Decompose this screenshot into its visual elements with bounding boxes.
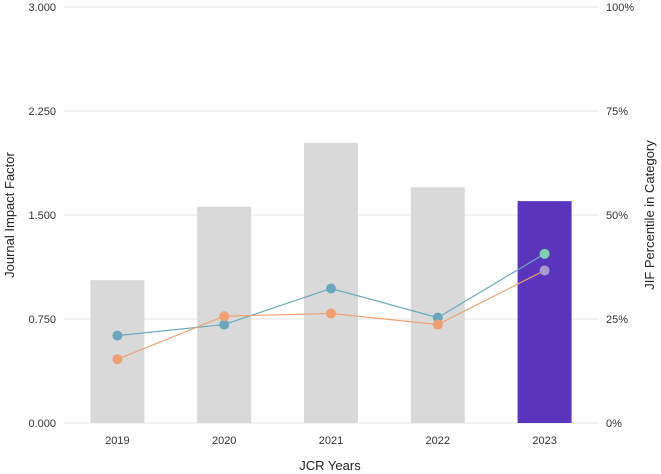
y2-tick-label: 75% [606, 106, 628, 118]
y-axis-title: Journal Impact Factor [2, 151, 17, 277]
series-2-point[interactable] [219, 311, 230, 322]
y2-tick-label: 0% [606, 418, 622, 430]
x-tick-label: 2019 [105, 435, 129, 447]
y2-tick-label: 100% [606, 2, 634, 14]
series-2-point[interactable] [539, 265, 550, 276]
x-axis-title: JCR Years [299, 458, 361, 473]
series-points [112, 248, 550, 365]
x-tick-label: 2020 [212, 435, 236, 447]
y2-tick-label: 50% [606, 210, 628, 222]
y-tick-label: 0.000 [28, 418, 56, 430]
tick-labels: 0.000 0.750 1.500 2.250 3.000 0% 25% 50% 75% 100%… [28, 2, 634, 447]
series-1-point[interactable] [112, 330, 123, 341]
bars [90, 142, 572, 424]
series-1-point[interactable] [539, 248, 550, 259]
x-tick-label: 2023 [532, 435, 556, 447]
series-2-point[interactable] [432, 319, 443, 330]
series-1-point[interactable] [432, 312, 443, 323]
x-tick-label: 2022 [426, 435, 450, 447]
bar-2022[interactable] [410, 187, 465, 423]
series-2-point[interactable] [326, 308, 336, 319]
series-2-point[interactable] [112, 354, 123, 365]
x-tick-label: 2021 [319, 435, 343, 447]
series-1-point[interactable] [326, 283, 336, 294]
series-1-point[interactable] [219, 319, 230, 330]
bar-2023[interactable] [517, 201, 572, 423]
y2-axis-title: JIF Percentile in Category [642, 140, 657, 290]
y-tick-label: 0.750 [28, 314, 56, 326]
bar-2021[interactable] [304, 142, 358, 424]
y-tick-label: 1.500 [28, 210, 56, 222]
y-tick-label: 2.250 [28, 106, 56, 118]
y-tick-label: 3.000 [28, 2, 56, 14]
y2-tick-label: 25% [606, 314, 628, 326]
